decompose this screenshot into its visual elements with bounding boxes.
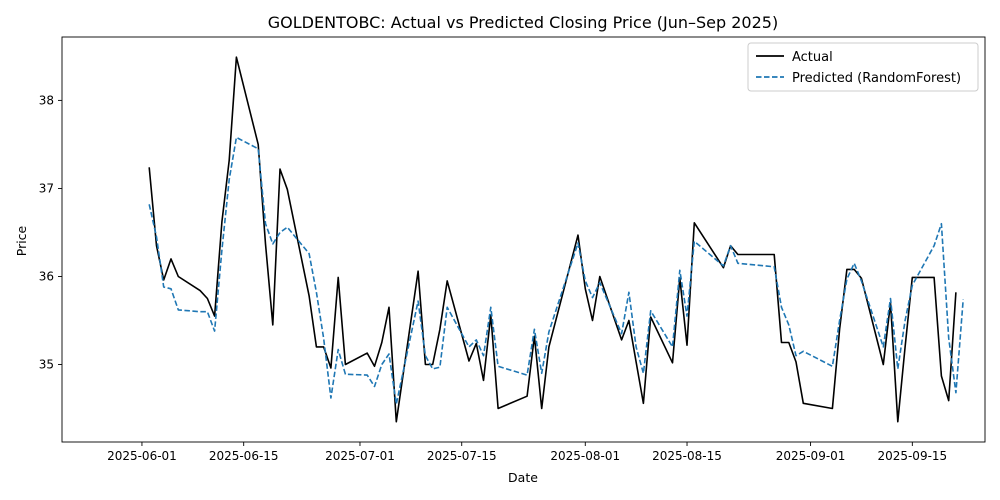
x-axis-label: Date [508, 470, 538, 485]
y-tick-label: 35 [39, 358, 54, 372]
y-axis-label: Price [14, 225, 29, 256]
x-tick-label: 2025-06-01 [107, 449, 177, 463]
legend-label: Actual [792, 50, 833, 65]
legend-box [747, 42, 979, 92]
series-layer [148, 56, 964, 423]
x-tick-label: 2025-09-01 [776, 449, 846, 463]
x-axis: 2025-06-01 2025-06-15 2025-07-01 2025-07-15… [107, 442, 947, 463]
legend-label: Predicted (RandomForest) [792, 71, 961, 86]
y-axis: 35 36 37 38 [39, 93, 62, 372]
x-tick-label: 2025-07-15 [427, 449, 497, 463]
x-tick-label: 2025-09-15 [877, 449, 947, 463]
y-tick-label: 36 [39, 269, 54, 283]
y-tick-label: 38 [39, 93, 54, 107]
x-tick-label: 2025-08-01 [550, 449, 620, 463]
series-line-actual [148, 56, 957, 423]
plot-area [61, 36, 986, 443]
legend: Actual Predicted (RandomForest) [747, 42, 979, 92]
plot-frame [61, 36, 986, 443]
x-tick-label: 2025-08-15 [652, 449, 722, 463]
x-tick-label: 2025-06-15 [209, 449, 279, 463]
series-line-predicted [148, 136, 964, 405]
x-tick-label: 2025-07-01 [325, 449, 395, 463]
y-tick-label: 37 [39, 181, 54, 195]
chart-title: GOLDENTOBC: Actual vs Predicted Closing … [268, 13, 778, 32]
